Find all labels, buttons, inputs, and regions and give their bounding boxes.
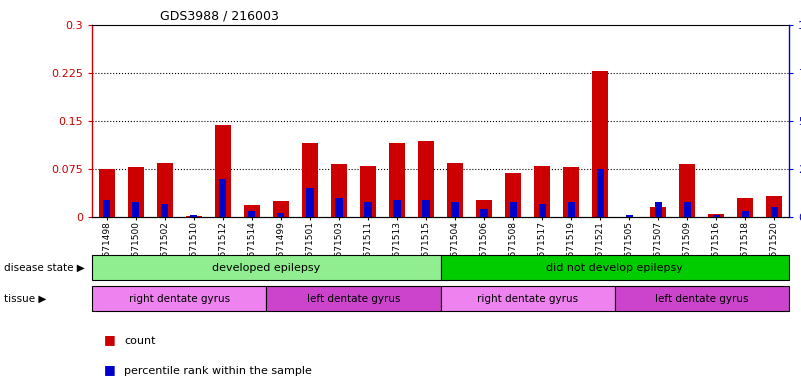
Bar bbox=[389, 143, 405, 217]
Bar bbox=[626, 215, 633, 217]
Text: disease state ▶: disease state ▶ bbox=[4, 263, 85, 273]
Text: right dentate gyrus: right dentate gyrus bbox=[477, 293, 578, 304]
Bar bbox=[447, 162, 463, 217]
Bar bbox=[597, 169, 604, 217]
Bar bbox=[563, 167, 579, 217]
Text: GDS3988 / 216003: GDS3988 / 216003 bbox=[160, 10, 279, 23]
Bar bbox=[273, 201, 289, 217]
Bar bbox=[654, 202, 662, 217]
Bar bbox=[650, 207, 666, 217]
Bar bbox=[742, 211, 749, 217]
Bar bbox=[99, 169, 115, 217]
Text: tissue ▶: tissue ▶ bbox=[4, 293, 46, 304]
Bar bbox=[418, 141, 434, 217]
Text: percentile rank within the sample: percentile rank within the sample bbox=[124, 366, 312, 376]
Bar bbox=[103, 200, 111, 217]
Bar bbox=[476, 200, 492, 217]
Bar bbox=[481, 209, 488, 217]
Text: left dentate gyrus: left dentate gyrus bbox=[307, 293, 400, 304]
Bar bbox=[534, 166, 550, 217]
Bar bbox=[190, 215, 197, 217]
Bar bbox=[306, 188, 313, 217]
Bar bbox=[244, 205, 260, 217]
Bar bbox=[592, 71, 608, 217]
Bar bbox=[132, 202, 139, 217]
Bar bbox=[360, 166, 376, 217]
Bar bbox=[277, 213, 284, 217]
Bar bbox=[679, 164, 695, 217]
Bar bbox=[708, 214, 724, 217]
Text: ■: ■ bbox=[104, 333, 116, 346]
Bar bbox=[441, 255, 789, 280]
Bar bbox=[713, 215, 720, 217]
Text: right dentate gyrus: right dentate gyrus bbox=[129, 293, 230, 304]
Bar bbox=[336, 198, 343, 217]
Text: ■: ■ bbox=[104, 363, 116, 376]
Bar bbox=[302, 143, 318, 217]
Bar bbox=[684, 202, 691, 217]
Bar bbox=[219, 179, 227, 217]
Bar bbox=[538, 204, 545, 217]
Bar bbox=[161, 204, 168, 217]
Bar bbox=[248, 211, 256, 217]
Bar bbox=[441, 286, 615, 311]
Bar bbox=[509, 202, 517, 217]
Bar bbox=[568, 202, 575, 217]
Bar bbox=[505, 174, 521, 217]
Bar bbox=[331, 164, 347, 217]
Text: left dentate gyrus: left dentate gyrus bbox=[655, 293, 749, 304]
Text: did not develop epilepsy: did not develop epilepsy bbox=[546, 263, 683, 273]
Bar bbox=[771, 207, 778, 217]
Bar bbox=[738, 198, 754, 217]
Bar bbox=[186, 216, 202, 217]
Bar bbox=[767, 196, 783, 217]
Text: count: count bbox=[124, 336, 155, 346]
Bar bbox=[615, 286, 789, 311]
Bar bbox=[92, 255, 441, 280]
Bar bbox=[157, 162, 173, 217]
Bar bbox=[364, 202, 372, 217]
Bar bbox=[92, 286, 266, 311]
Bar bbox=[452, 202, 459, 217]
Bar bbox=[215, 126, 231, 217]
Bar bbox=[127, 167, 143, 217]
Text: developed epilepsy: developed epilepsy bbox=[212, 263, 320, 273]
Bar bbox=[393, 200, 400, 217]
Bar bbox=[266, 286, 441, 311]
Bar bbox=[422, 200, 429, 217]
